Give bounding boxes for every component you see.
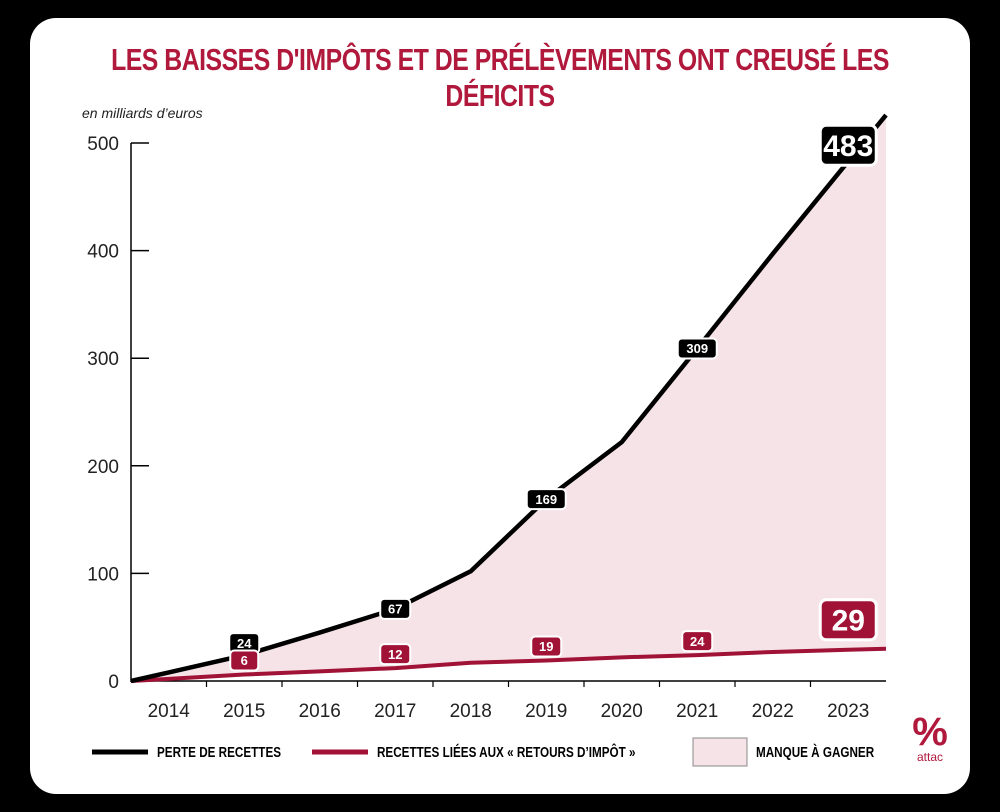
y-tick-label: 100 bbox=[87, 564, 119, 585]
returns-data-label: 12 bbox=[379, 643, 412, 666]
y-unit-label: en milliards d’euros bbox=[82, 105, 203, 121]
chart-title: LES BAISSES D'IMPÔTS ET DE PRÉLÈVEMENTS … bbox=[111, 42, 889, 113]
legend-gap-swatch bbox=[692, 737, 748, 767]
x-tick-label: 2020 bbox=[601, 701, 643, 722]
legend-gap-label: MANQUE À GAGNER bbox=[756, 744, 874, 761]
returns-data-label-text: 12 bbox=[388, 647, 402, 662]
y-tick-label: 0 bbox=[108, 672, 119, 693]
loss-data-label-text: 24 bbox=[237, 636, 252, 651]
loss-data-label-text: 67 bbox=[388, 602, 402, 617]
x-tick-label: 2018 bbox=[450, 701, 492, 722]
returns-data-label: 19 bbox=[530, 635, 563, 658]
returns-data-label: 24 bbox=[681, 630, 714, 653]
returns-line bbox=[130, 646, 887, 683]
x-tick-label: 2023 bbox=[827, 701, 869, 722]
y-tick-label: 500 bbox=[87, 134, 119, 155]
loss-data-label: 169 bbox=[525, 488, 567, 511]
legend-returns-label: RECETTES LIÉES AUX « RETOURS D’IMPÔT » bbox=[377, 744, 635, 761]
x-tick-label: 2015 bbox=[223, 701, 265, 722]
returns-data-label-text: 6 bbox=[241, 653, 248, 668]
returns-data-label-text: 19 bbox=[539, 639, 553, 654]
y-tick-label: 300 bbox=[87, 349, 119, 370]
returns-data-label-text: 24 bbox=[690, 634, 705, 649]
loss-data-label-text: 483 bbox=[823, 130, 873, 163]
loss-data-label-box bbox=[525, 488, 567, 511]
returns-data-label-box bbox=[530, 635, 563, 658]
loss-data-label-text: 169 bbox=[535, 492, 557, 507]
percent-icon: % bbox=[912, 710, 948, 754]
legend-loss-label: PERTE DE RECETTES bbox=[157, 744, 281, 761]
loss-data-label: 309 bbox=[676, 337, 718, 360]
attac-logo: % attac bbox=[910, 712, 950, 764]
x-tick-label: 2021 bbox=[676, 701, 718, 722]
returns-data-label-box bbox=[229, 649, 260, 672]
y-tick-label: 200 bbox=[87, 457, 119, 478]
returns-data-label: 6 bbox=[229, 649, 260, 672]
loss-data-label: 67 bbox=[379, 597, 412, 620]
loss-data-label-box bbox=[676, 337, 718, 360]
x-tick-label: 2016 bbox=[299, 701, 341, 722]
returns-data-label-box bbox=[379, 643, 412, 666]
logo-text: attac bbox=[916, 750, 943, 764]
returns-data-label: 29 bbox=[818, 598, 878, 642]
x-tick-label: 2022 bbox=[752, 701, 794, 722]
x-tick-label: 2017 bbox=[374, 701, 416, 722]
x-tick-label: 2014 bbox=[148, 701, 191, 722]
y-tick-label: 400 bbox=[87, 242, 119, 263]
gap-area bbox=[131, 115, 886, 682]
loss-data-label: 483 bbox=[818, 123, 878, 167]
loss-data-label-box bbox=[379, 597, 412, 620]
returns-data-label-box bbox=[818, 598, 878, 642]
returns-data-label-box bbox=[681, 630, 714, 653]
x-tick-label: 2019 bbox=[525, 701, 567, 722]
loss-data-label-box bbox=[818, 123, 878, 167]
returns-data-label-text: 29 bbox=[832, 605, 865, 638]
loss-data-label-text: 309 bbox=[686, 341, 708, 356]
